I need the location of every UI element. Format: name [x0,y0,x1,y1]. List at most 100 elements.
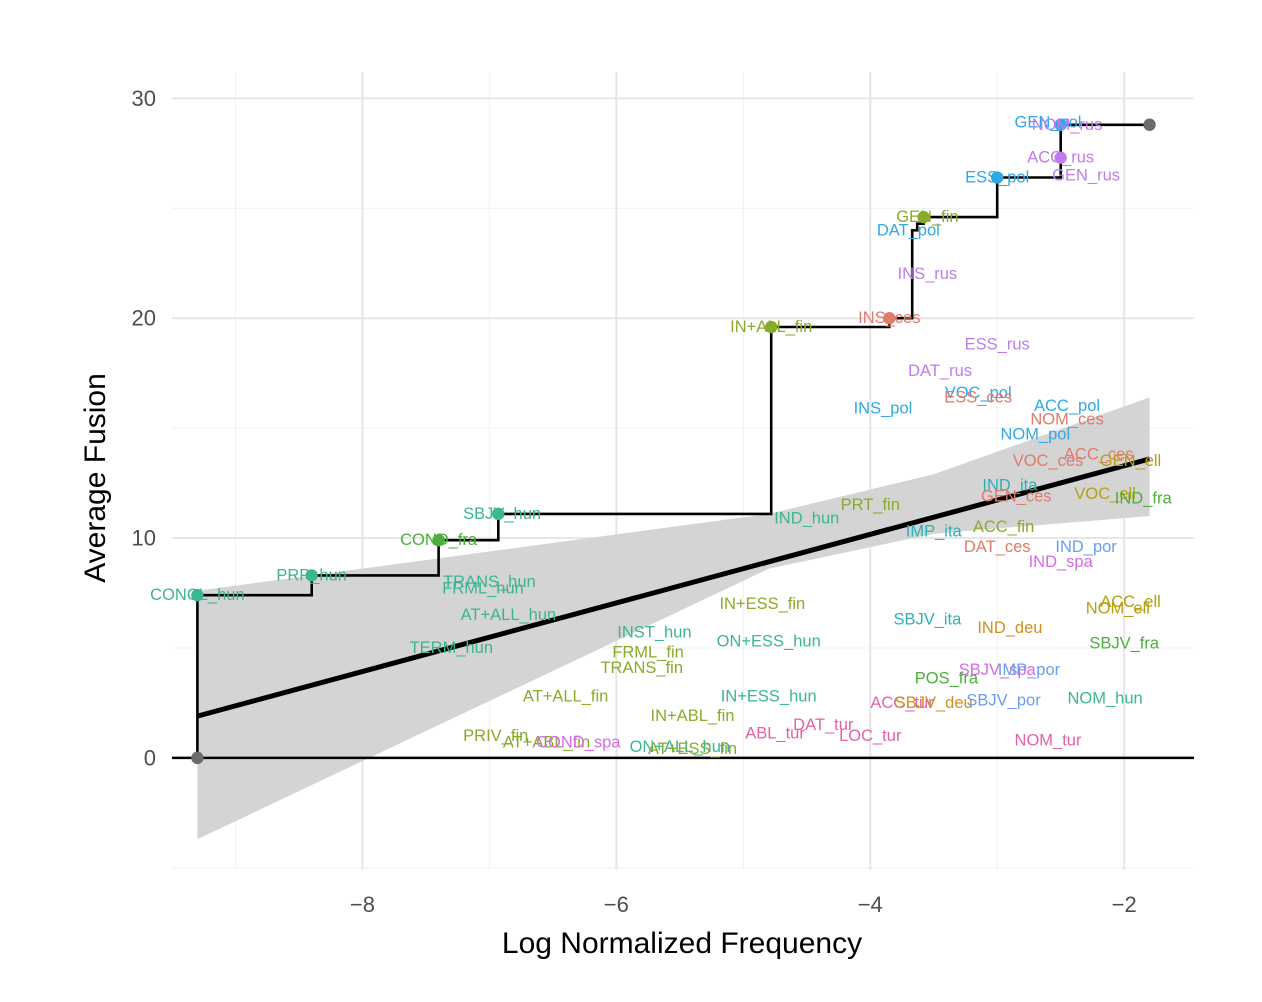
point-label: PRIV_fin [463,727,528,745]
point-label: TRANS_fin [600,659,683,677]
step-points [191,118,1156,765]
step-point [883,312,896,325]
confidence-band-area [197,397,1150,840]
point-label: GEN_ell [1100,452,1161,470]
x-tick-label: −4 [858,892,883,917]
point-label: SBJV_spa [959,661,1037,679]
point-label: VOC_ces [1013,452,1084,470]
x-tick-label: −6 [604,892,629,917]
step-point [1054,118,1067,131]
point-label: NOM_ell [1086,599,1150,617]
point-label: INS_pol [854,399,913,417]
point-label: NOM_hun [1068,690,1143,708]
step-point [305,569,318,582]
point-label: VOC_pol [945,384,1012,402]
point-label: SBJV_hun [463,505,541,523]
point-label: VOC_ell [1074,485,1135,503]
y-tick-label: 30 [132,86,156,111]
point-label: INS_rus [898,265,958,283]
point-label: DAT_ces [964,538,1031,556]
point-label: FRML_fin [612,643,684,661]
x-tick-label: −8 [350,892,375,917]
point-label: SBJV_fra [1089,635,1160,653]
point-label: IND_ita [982,476,1038,494]
point-label: NOM_ces [1030,410,1103,428]
point-label: PRP_hun [276,566,347,584]
point-label: DAT_tur [793,716,854,734]
y-tick-label: 10 [132,526,156,551]
point-label: IND_spa [1029,553,1094,571]
point-label: LOC_tur [839,727,902,745]
point-label: IND_deu [977,619,1042,637]
point-label: SBJV_por [966,692,1041,710]
point-label: AT+ABL_fin [503,733,590,751]
step-point [191,589,204,602]
step-point [191,751,204,765]
point-label: ON+ALL_hun [630,738,730,756]
step-point [1054,151,1067,164]
point-label: IND_hun [774,509,839,527]
point-label: IND_fra [1115,489,1173,507]
point-label: ESS_ces [944,388,1012,406]
point-label: NOM_pol [1000,426,1070,444]
confidence-band [197,397,1150,840]
point-label: COND_spa [536,733,621,751]
point-label: DAT_rus [908,362,972,380]
point-label: IMP_ita [906,522,963,540]
point-label: NOM_rus [1032,116,1103,134]
point-label: ACC_tur [870,694,934,712]
point-label: IN+ABL_fin [651,707,735,725]
step-point [917,210,930,224]
point-label: GEN_fin [896,208,958,226]
point-label: AT+ALL_fin [523,687,608,705]
step-point [765,320,778,334]
step-point [1143,118,1156,131]
point-label: PRT_fin [841,496,900,514]
point-label: AT+ALL_hun [461,606,557,624]
point-label: SBJV_deu [895,694,973,712]
point-label: NOM_tur [1015,731,1082,749]
point-label: ESS_rus [965,336,1030,354]
point-label: IN+ESS_hun [721,687,817,705]
regression-fit-line [196,456,1151,719]
point-label: SBJV_ita [893,610,962,628]
point-label: TRANS_hun [443,573,536,591]
point-label: DAT_pol [877,221,940,239]
point-label: TERM_hun [410,639,493,657]
point-label: ON+ESS_hun [717,632,821,650]
point-label: GEN_rus [1052,166,1120,184]
point-label: ACC_ces [1064,446,1134,464]
point-label: IN+ALL_fin [730,318,812,336]
step-point [492,507,505,521]
step-point [991,171,1004,184]
point-label: ACC_rus [1027,149,1094,167]
step-point [432,534,445,547]
point-label: IND_por [1055,538,1117,556]
point-label: GEN_ces [981,487,1052,505]
point-label: INS_ces [858,309,920,327]
point-label: GEN_pol [1015,114,1082,132]
regression-line [196,456,1151,719]
point-label: IMP_por [998,661,1061,679]
y-tick-label: 20 [132,306,156,331]
x-tick-label: −2 [1112,892,1137,917]
point-label: ESS_pol [965,169,1029,187]
point-label: POS_fra [915,670,979,688]
x-axis-title: Log Normalized Frequency [502,927,862,960]
x-tick-labels: −8 −6 −4 −2 [350,892,1137,917]
point-label: IN+ESS_fin [719,595,805,613]
point-label: AT+ESS_fin [648,740,737,758]
y-axis-title: Average Fusion [79,373,112,583]
y-tick-labels: 0 10 20 30 [132,86,156,771]
point-label: COND_fra [400,531,478,549]
point-label: FRML_hun [442,580,524,598]
point-label: CONCL_hun [150,586,244,604]
point-label: ABL_tur [745,725,805,743]
point-label: INST_hun [617,624,691,642]
point-label: ACC_ell [1100,593,1161,611]
point-label: ACC_fin [973,518,1034,536]
point-label: ACC_pol [1034,397,1100,415]
y-tick-label: 0 [144,745,156,770]
